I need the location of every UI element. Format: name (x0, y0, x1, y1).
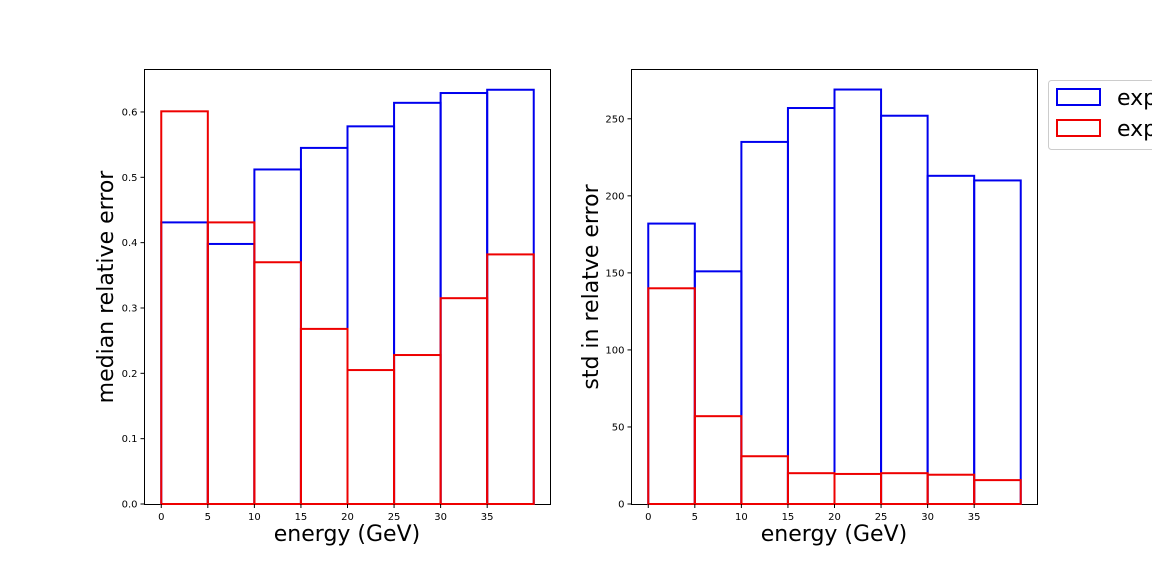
y-tick-label: 50 (612, 422, 625, 433)
blue-bar-0 (647, 222, 696, 506)
red-bar-6 (439, 297, 489, 505)
blue-bar-7 (973, 179, 1022, 506)
blue-bar-1 (206, 242, 256, 506)
x-tick-label: 5 (692, 512, 698, 523)
histogram-bars (647, 88, 1022, 506)
x-ticks: 0 5 10 15 20 25 30 35 (645, 504, 981, 523)
legend-label-blue: exp (1117, 86, 1152, 111)
y-axis-label: median relative error (94, 170, 119, 404)
x-tick-label: 0 (645, 512, 651, 523)
y-tick-label: 0.4 (122, 238, 138, 249)
red-bar-0 (160, 110, 209, 506)
x-tick-label: 35 (968, 512, 981, 523)
x-tick-label: 20 (341, 512, 354, 523)
y-tick-label: 0.1 (122, 434, 138, 445)
x-tick-label: 30 (921, 512, 934, 523)
red-bar-7 (973, 479, 1022, 506)
y-axis-label: std in relatve error (579, 183, 604, 389)
blue-bar-2 (740, 140, 789, 506)
y-tick-label: 0.2 (122, 369, 138, 380)
histogram-bars (160, 88, 535, 506)
x-axis-label: energy (GeV) (761, 522, 907, 547)
legend-frame (1048, 80, 1152, 150)
red-bar-5 (880, 472, 929, 505)
red-bar-4 (833, 472, 883, 505)
y-ticks: 0.0 0.1 0.2 0.3 0.4 0.5 0.6 (122, 107, 145, 511)
legend-label-red: exp (1117, 117, 1152, 142)
x-tick-label: 25 (388, 512, 401, 523)
blue-bar-7 (486, 88, 535, 506)
blue-bar-1 (693, 270, 743, 505)
x-tick-label: 5 (205, 512, 211, 523)
y-tick-label: 150 (605, 268, 624, 279)
y-tick-label: 0.0 (122, 500, 138, 511)
red-bar-1 (206, 221, 256, 505)
blue-bar-4 (833, 88, 883, 505)
blue-bar-6 (926, 174, 976, 505)
y-tick-label: 100 (605, 345, 624, 356)
blue-bar-2 (253, 168, 302, 505)
red-bar-2 (253, 261, 302, 505)
median-error-panel: 0 5 10 15 20 25 30 35 0.0 0.1 0.2 0.3 0.4 0.5 0.6 ene… (94, 69, 551, 547)
x-tick-label: 10 (735, 512, 748, 523)
x-tick-label: 10 (248, 512, 261, 523)
x-axis-label: energy (GeV) (274, 522, 420, 547)
x-tick-label: 15 (782, 512, 795, 523)
blue-bar-5 (393, 101, 442, 505)
y-tick-label: 250 (605, 114, 624, 125)
x-tick-label: 15 (295, 512, 308, 523)
blue-bar-4 (346, 125, 396, 505)
y-tick-label: 0.3 (122, 303, 138, 314)
red-bar-6 (926, 473, 976, 506)
legend-swatch-red (1056, 119, 1101, 137)
legend-swatch-blue (1056, 88, 1101, 106)
x-tick-label: 30 (434, 512, 447, 523)
red-bar-3 (786, 472, 836, 505)
std-error-panel: 0 5 10 15 20 25 30 35 0 50 100 150 200 250 energy (G… (579, 69, 1038, 547)
y-ticks: 0 50 100 150 200 250 (605, 114, 632, 511)
y-tick-label: 0.6 (122, 107, 138, 118)
red-bar-1 (693, 415, 743, 506)
x-tick-label: 35 (481, 512, 494, 523)
red-bar-3 (299, 327, 349, 505)
x-tick-label: 25 (875, 512, 888, 523)
red-bar-4 (346, 369, 396, 505)
blue-bar-3 (786, 107, 836, 505)
legend: exp exp (1048, 80, 1152, 150)
x-ticks: 0 5 10 15 20 25 30 35 (158, 504, 494, 523)
x-tick-label: 0 (158, 512, 164, 523)
blue-bar-5 (880, 114, 929, 505)
red-bar-7 (486, 253, 535, 505)
blue-bar-0 (160, 221, 209, 505)
y-tick-label: 0.5 (122, 173, 138, 184)
red-bar-5 (393, 354, 442, 505)
y-tick-label: 0 (618, 500, 624, 511)
red-bar-0 (647, 287, 696, 505)
x-tick-label: 20 (828, 512, 841, 523)
red-bar-2 (740, 455, 789, 505)
blue-bar-3 (299, 146, 349, 506)
y-tick-label: 200 (605, 191, 624, 202)
